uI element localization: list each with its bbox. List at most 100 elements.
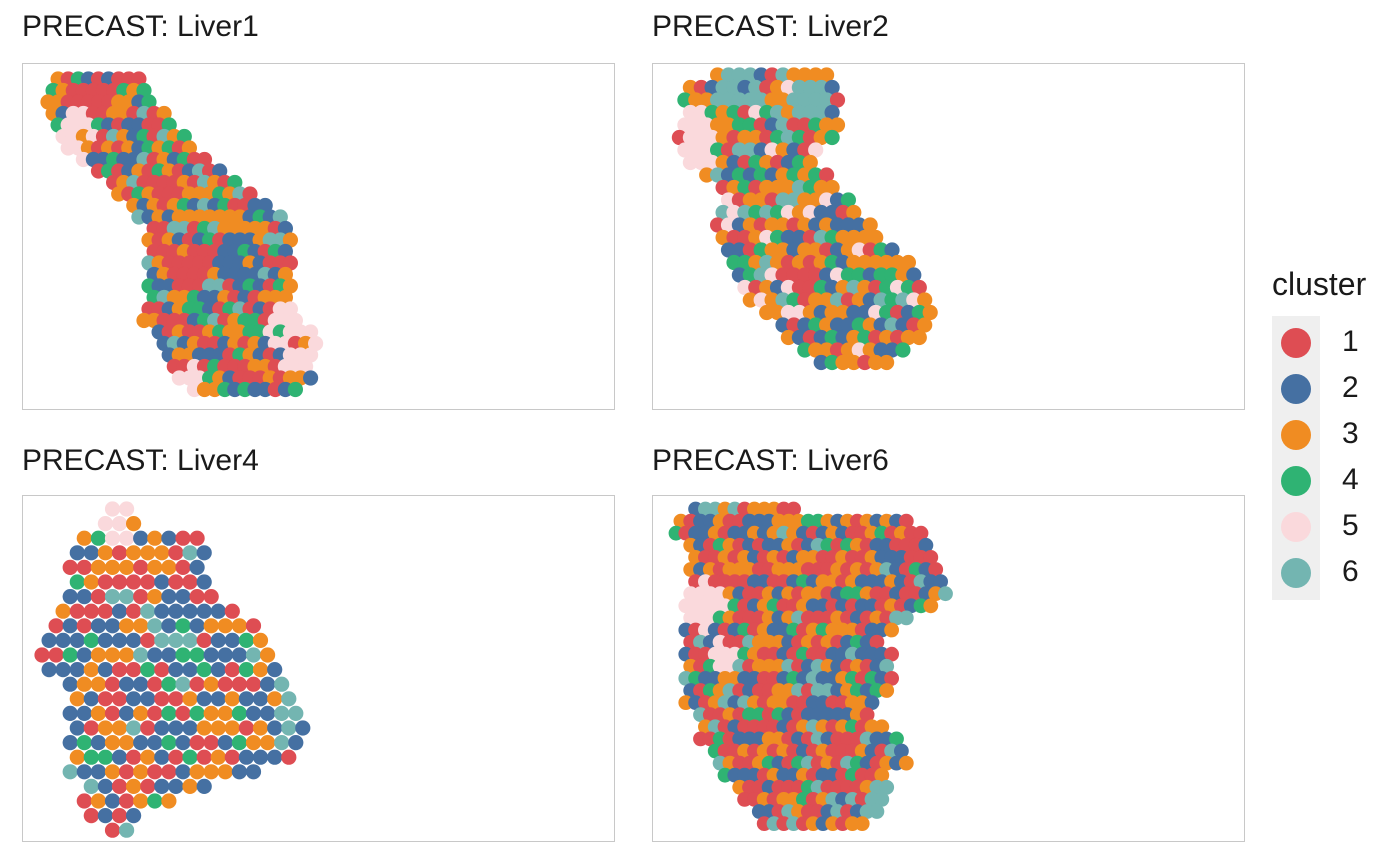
spot-point — [759, 254, 775, 271]
spot-point — [846, 279, 862, 296]
spot-point — [854, 816, 870, 831]
spot-point — [196, 632, 212, 648]
spot-point — [140, 778, 156, 794]
spot-point — [879, 658, 895, 674]
spot-point — [710, 117, 726, 133]
spot-point — [918, 537, 934, 553]
spot-point — [840, 292, 856, 308]
spot-point — [147, 530, 163, 546]
spot-point — [753, 92, 769, 108]
spot-point — [126, 720, 142, 736]
spot-point — [224, 632, 240, 648]
spot-point — [748, 179, 764, 196]
spot-point — [175, 676, 191, 692]
spot-point — [829, 217, 846, 233]
spot-point — [835, 304, 851, 321]
spot-point — [281, 749, 297, 765]
spot-point — [168, 603, 184, 619]
spot-point — [753, 267, 769, 283]
scatter-plot-liver2 — [671, 67, 938, 371]
spot-point — [41, 632, 57, 648]
spot-point — [688, 142, 704, 158]
spot-point — [748, 204, 764, 221]
spot-point — [764, 242, 780, 258]
spot-point — [62, 618, 78, 634]
spot-point — [104, 501, 121, 517]
spot-point — [857, 329, 873, 346]
spot-point — [147, 793, 163, 809]
spot-point — [83, 749, 99, 765]
spot-point — [780, 304, 796, 321]
spot-point — [83, 603, 99, 619]
spot-point — [62, 676, 78, 692]
spot-point — [726, 254, 742, 271]
spot-point — [671, 129, 687, 146]
scatter-plot-liver1 — [40, 71, 324, 398]
spot-point — [682, 129, 698, 146]
legend-key-1 — [1281, 328, 1311, 358]
spot-point — [104, 589, 121, 605]
spot-point — [737, 279, 753, 296]
spot-point — [759, 104, 775, 121]
spot-point — [175, 618, 191, 634]
spot-point — [212, 163, 228, 179]
spot-point — [90, 764, 106, 780]
spot-point — [168, 632, 184, 648]
spot-point — [175, 764, 191, 780]
spot-point — [260, 735, 276, 751]
spot-point — [147, 764, 163, 780]
spot-point — [231, 705, 247, 721]
spot-point — [775, 167, 791, 183]
spot-point — [182, 749, 198, 765]
spot-point — [282, 301, 298, 317]
spot-point — [104, 676, 121, 692]
spot-point — [764, 92, 780, 108]
spot-point — [791, 329, 807, 346]
spot-point — [252, 691, 269, 707]
spot-point — [824, 329, 840, 346]
spot-point — [791, 129, 807, 146]
spot-point — [104, 822, 121, 838]
spot-point — [737, 179, 753, 196]
spot-point — [140, 632, 156, 648]
spot-point — [884, 317, 900, 333]
spot-point — [797, 292, 813, 308]
spot-point — [824, 229, 840, 246]
spot-point — [764, 117, 780, 133]
spot-point — [859, 707, 875, 723]
spot-point — [840, 242, 856, 258]
spot-point — [154, 691, 170, 707]
spot-point — [203, 705, 219, 721]
spot-point — [154, 632, 170, 648]
spot-point — [217, 647, 233, 663]
spot-point — [693, 104, 709, 121]
spot-point — [911, 279, 927, 296]
spot-point — [862, 342, 878, 358]
spot-point — [802, 254, 818, 271]
spot-point — [182, 632, 198, 648]
spot-point — [97, 545, 113, 561]
spot-point — [737, 254, 753, 271]
spot-point — [161, 705, 177, 721]
spot-point — [851, 242, 867, 258]
spot-point — [140, 720, 156, 736]
spot-point — [224, 749, 240, 765]
spot-point — [140, 691, 156, 707]
spot-point — [161, 618, 177, 634]
spot-point — [737, 129, 753, 146]
spot-point — [753, 67, 769, 83]
spot-point — [808, 117, 824, 133]
spot-point — [710, 67, 726, 83]
spot-point — [210, 632, 226, 648]
spot-point — [769, 254, 786, 271]
spot-point — [780, 154, 796, 171]
spot-point — [196, 749, 212, 765]
spot-point — [41, 662, 57, 678]
spot-point — [824, 204, 840, 221]
panel-title-liver4: PRECAST: Liver4 — [22, 444, 259, 477]
spot-point — [780, 104, 796, 121]
spot-point — [802, 304, 818, 321]
spot-point — [140, 574, 156, 590]
spot-point — [840, 192, 856, 208]
spot-point — [97, 691, 113, 707]
